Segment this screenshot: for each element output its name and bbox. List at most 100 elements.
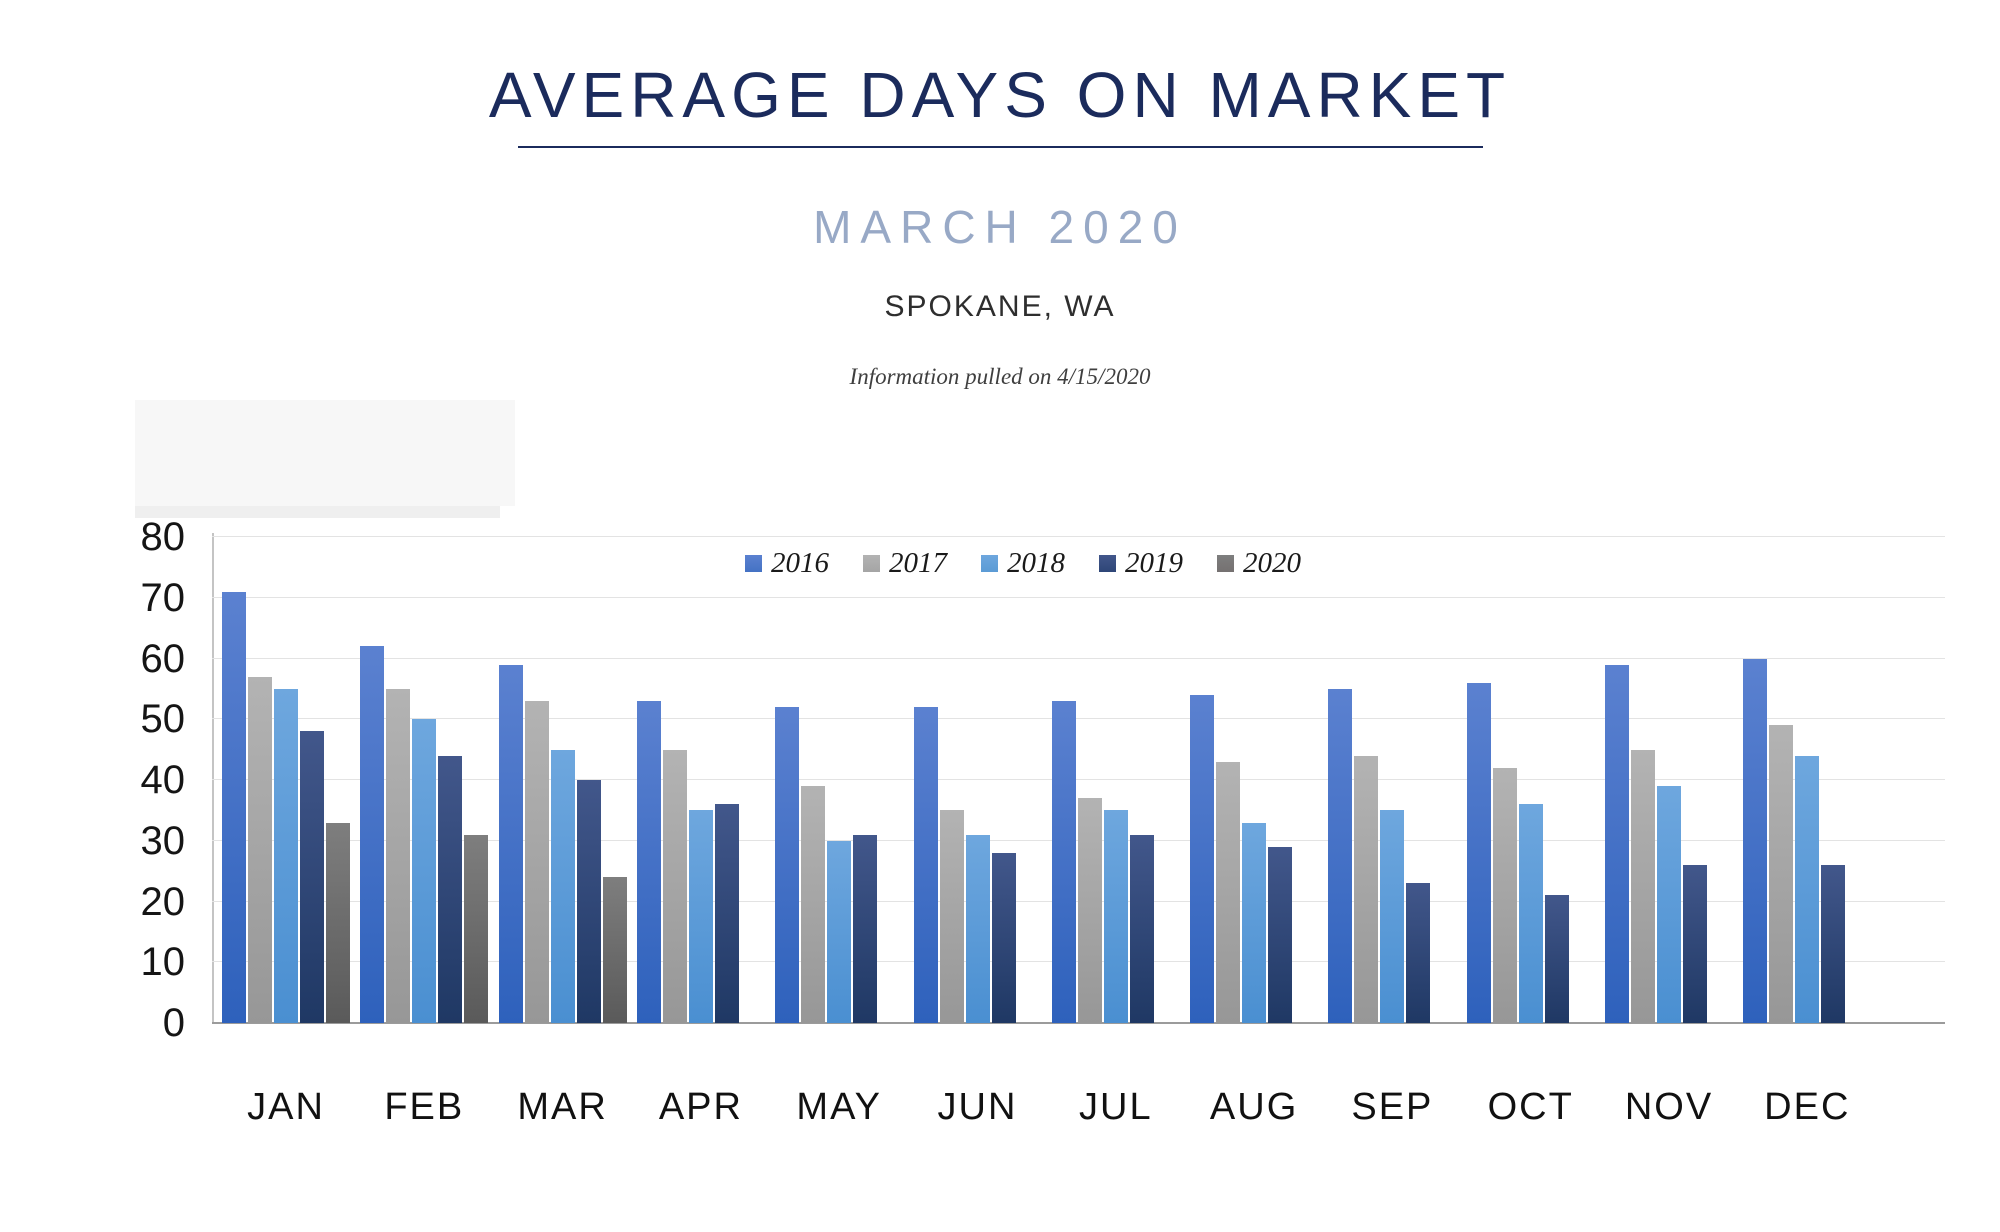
- legend-label-2020: 2020: [1243, 547, 1301, 579]
- bar-mar-2018: [550, 749, 575, 1023]
- bar-group-oct: [1466, 682, 1569, 1023]
- legend-item-2017: 2017: [863, 549, 947, 578]
- x-axis-label-feb: FEB: [384, 1086, 465, 1128]
- bar-jan-2016: [222, 591, 246, 1023]
- bar-group-apr: [636, 701, 739, 1023]
- y-axis-line: [212, 533, 214, 1024]
- y-axis-label-40: 40: [140, 758, 186, 802]
- bar-group-jan: [222, 591, 350, 1023]
- bar-jun-2016: [913, 707, 938, 1023]
- bar-group-nov: [1605, 664, 1707, 1023]
- legend-label-2018: 2018: [1007, 547, 1065, 579]
- bar-oct-2019: [1544, 895, 1569, 1023]
- legend-swatch-2019: [1099, 555, 1116, 572]
- legend-item-2019: 2019: [1099, 549, 1183, 578]
- plot-area: 2016 2017 2018 2019 2020: [212, 536, 1945, 1024]
- bar-oct-2017: [1492, 767, 1517, 1023]
- bar-group-dec: [1743, 658, 1846, 1023]
- chart-subtitle: MARCH 2020: [813, 201, 1187, 253]
- gridline-80: [212, 536, 1945, 537]
- title-underline: [517, 146, 1483, 148]
- bar-group-jul: [1051, 701, 1154, 1023]
- bar-aug-2017: [1216, 761, 1241, 1023]
- bar-oct-2016: [1466, 682, 1491, 1023]
- bar-may-2018: [827, 840, 852, 1023]
- bar-group-mar: [498, 664, 627, 1023]
- bar-feb-2016: [360, 646, 385, 1023]
- bar-may-2019: [853, 834, 878, 1023]
- y-axis-label-60: 60: [140, 636, 186, 681]
- x-axis-label-mar: MAR: [517, 1086, 608, 1128]
- gridline-50: [212, 718, 1945, 720]
- bar-sep-2016: [1328, 688, 1353, 1023]
- chart-location: SPOKANE, WA: [884, 290, 1116, 323]
- bar-group-aug: [1190, 694, 1293, 1023]
- bar-apr-2018: [688, 810, 713, 1023]
- bar-jul-2016: [1051, 701, 1076, 1023]
- bar-feb-2017: [386, 688, 411, 1023]
- legend-item-2016: 2016: [745, 549, 829, 578]
- bar-group-jun: [913, 707, 1016, 1023]
- bar-jun-2018: [965, 834, 990, 1023]
- bar-jul-2019: [1129, 834, 1154, 1023]
- bar-jul-2017: [1077, 798, 1102, 1023]
- bar-nov-2016: [1605, 664, 1629, 1023]
- bar-mar-2019: [576, 780, 601, 1023]
- x-axis-baseline: [212, 1022, 1945, 1024]
- bar-mar-2016: [498, 664, 523, 1023]
- legend: 2016 2017 2018 2019 2020: [745, 549, 1301, 578]
- legend-label-2016: 2016: [771, 547, 829, 579]
- legend-swatch-2017: [863, 555, 880, 572]
- gridline-70: [212, 596, 1945, 598]
- x-axis: JAN FEB MAR APR MAY JUN JUL AUG SEP OCT NOV DEC: [212, 1088, 1945, 1138]
- bar-sep-2018: [1380, 810, 1405, 1023]
- bar-dec-2016: [1743, 658, 1768, 1023]
- bar-jul-2018: [1103, 810, 1128, 1023]
- y-axis-label-70: 70: [140, 575, 186, 620]
- bar-mar-2020: [602, 877, 627, 1023]
- legend-label-2017: 2017: [889, 547, 947, 579]
- legend-swatch-2020: [1217, 555, 1234, 572]
- legend-label-2019: 2019: [1125, 547, 1183, 579]
- bar-jan-2017: [248, 676, 272, 1023]
- y-axis-label-80: 80: [140, 515, 186, 559]
- bar-feb-2020: [464, 834, 489, 1023]
- y-axis: 0 10 20 30 40 50 60 70 80: [60, 517, 186, 1043]
- bar-sep-2017: [1354, 755, 1379, 1023]
- legend-swatch-2016: [745, 555, 762, 572]
- background-artifact: [135, 400, 515, 506]
- bar-may-2016: [775, 707, 800, 1023]
- x-axis-label-oct: OCT: [1487, 1086, 1574, 1128]
- bar-apr-2016: [636, 701, 661, 1023]
- bar-aug-2018: [1242, 822, 1267, 1023]
- y-axis-label-30: 30: [140, 818, 186, 863]
- bar-may-2017: [801, 786, 826, 1023]
- legend-item-2020: 2020: [1217, 549, 1301, 578]
- x-axis-label-nov: NOV: [1624, 1086, 1714, 1128]
- bar-sep-2019: [1406, 883, 1431, 1023]
- bar-group-feb: [360, 646, 489, 1023]
- y-axis-label-0: 0: [162, 1001, 185, 1045]
- bar-jan-2020: [326, 822, 350, 1023]
- x-axis-label-aug: AUG: [1209, 1086, 1299, 1128]
- x-axis-label-apr: APR: [658, 1086, 743, 1128]
- header-section: AVERAGE DAYS ON MARKET MARCH 2020 SPOKAN…: [0, 0, 2000, 390]
- bar-jan-2019: [300, 731, 324, 1023]
- bar-nov-2017: [1631, 749, 1655, 1023]
- y-axis-label-10: 10: [140, 940, 186, 985]
- bar-dec-2017: [1769, 725, 1794, 1023]
- bar-apr-2017: [662, 749, 687, 1023]
- bar-apr-2019: [714, 804, 739, 1023]
- bar-nov-2018: [1657, 786, 1681, 1023]
- x-axis-label-sep: SEP: [1351, 1086, 1434, 1128]
- bar-mar-2017: [524, 701, 549, 1023]
- y-axis-label-20: 20: [140, 879, 186, 924]
- bar-jun-2017: [939, 810, 964, 1023]
- chart-note: Information pulled on 4/15/2020: [849, 364, 1151, 389]
- bar-dec-2018: [1795, 755, 1820, 1023]
- x-axis-label-jul: JUL: [1079, 1086, 1153, 1128]
- bar-jun-2019: [991, 852, 1016, 1023]
- bar-oct-2018: [1518, 804, 1543, 1023]
- bar-aug-2019: [1268, 846, 1293, 1023]
